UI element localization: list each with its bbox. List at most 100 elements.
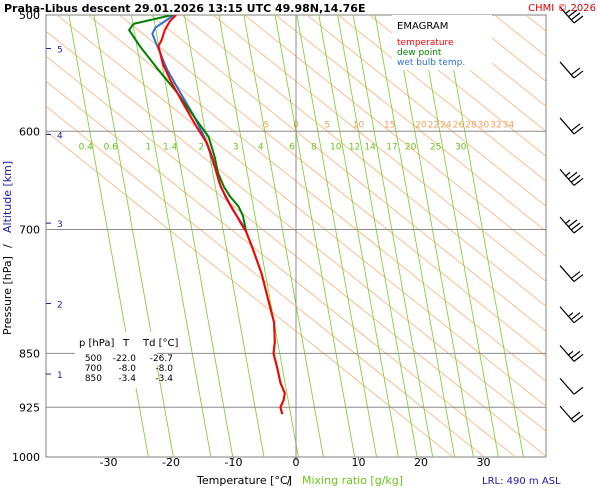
dry-adiabat-line (119, 15, 546, 357)
wind-barb (559, 405, 584, 423)
profile-lines (128, 15, 286, 415)
mixing-ratio-label: 12 (349, 142, 360, 152)
mixing-ratio-line (352, 15, 434, 457)
mixing-ratio-line (184, 15, 265, 457)
dry-adiabat-line (431, 15, 546, 107)
skew-temp-label: 34 (503, 120, 515, 130)
dry-adiabat-line (150, 15, 546, 332)
wind-barb (559, 117, 584, 135)
pressure-tick-label: 925 (19, 401, 40, 414)
dry-adiabat-line (244, 15, 546, 257)
credit-text: CHMI © 2026 (528, 3, 596, 14)
wind-barb (559, 6, 584, 24)
table-row-850-td: -3.4 (155, 374, 173, 384)
altitude-tick-label: 3 (57, 220, 63, 230)
dry-adiabat-line (46, 55, 546, 457)
y-axis-label-pressure: Pressure [hPa] (1, 256, 14, 335)
temperature-tick-label: -10 (225, 456, 243, 469)
mixing-ratio-label: 8 (311, 142, 317, 152)
altitude-tick-label: 1 (57, 371, 63, 381)
table-row-850-p: 850 (85, 374, 102, 384)
skew-temp-label: 24 (440, 120, 452, 130)
mixing-ratio-line (374, 15, 456, 457)
mixing-ratio-label: 0.4 (79, 142, 94, 152)
skew-temp-label: 26 (453, 120, 465, 130)
mixing-ratio-line (443, 15, 524, 457)
pressure-tick-label: 500 (19, 9, 40, 22)
legend: EMAGRAM temperature dew point wet bulb t… (392, 15, 492, 70)
skew-temp-label: -5 (260, 120, 269, 130)
mixing-ratio-line (152, 15, 234, 457)
table-header-t: T (122, 338, 130, 349)
skew-temp-label: 20 (415, 120, 427, 130)
pressure-tick-label: 700 (19, 224, 40, 237)
mixing-ratio-line (296, 15, 377, 457)
dry-adiabat-line (588, 15, 600, 457)
mixing-ratio-line (130, 15, 212, 457)
y-axis-label-separator: / (1, 244, 14, 248)
mixing-ratio-label: 17 (386, 142, 397, 152)
pressure-tick-label: 600 (19, 125, 40, 138)
mixing-ratio-label: 1 (145, 142, 151, 152)
wind-barbs (559, 6, 584, 423)
table-row-700-td: -8.0 (155, 364, 173, 374)
x-axis-label-mixing-ratio: Mixing ratio [g/kg] (302, 474, 403, 487)
mixing-ratio-label: 6 (289, 142, 295, 152)
dry-adiabat-line (337, 15, 546, 182)
table-header-td: Td [°C] (142, 338, 179, 349)
mixing-ratio-label: 10 (330, 142, 342, 152)
wind-barb (559, 344, 584, 362)
lrl-label: LRL: 490 m ASL (482, 476, 561, 487)
mixing-ratio-line (243, 15, 324, 457)
altitude-tick-label: 5 (57, 46, 63, 56)
dry-adiabat-line (46, 130, 454, 457)
mixing-ratio-label: 4 (258, 142, 264, 152)
dry-adiabat-line (87, 15, 546, 382)
temperature-tick-label: -30 (100, 456, 118, 469)
temperature-tick-label: -20 (162, 456, 180, 469)
temperature-line (157, 15, 286, 415)
mixing-ratio-line (218, 15, 299, 457)
legend-background (392, 15, 492, 70)
skew-temp-label: 22 (428, 120, 439, 130)
table-header-p: p [hPa] (79, 338, 114, 349)
temperature-tick-label: 10 (352, 456, 366, 469)
mixing-ratio-label: 30 (455, 142, 467, 152)
mixing-ratio-line (337, 15, 418, 457)
mixing-ratio-line (393, 15, 474, 457)
dry-adiabat-line (46, 105, 485, 457)
dry-adiabat-line (275, 15, 546, 232)
skew-temp-label: 5 (324, 120, 330, 130)
table-row-700-p: 700 (85, 364, 102, 374)
temperature-tick-label: 20 (414, 456, 428, 469)
table-row-850-t: -3.4 (118, 374, 136, 384)
mixing-ratio-label: 25 (430, 142, 441, 152)
skew-temp-label: 28 (465, 120, 477, 130)
temperature-tick-label: 30 (477, 456, 491, 469)
legend-title: EMAGRAM (397, 21, 448, 32)
wind-barb (559, 377, 584, 395)
mixing-ratio-line (93, 15, 174, 457)
skew-temp-label: 32 (490, 120, 501, 130)
wind-barb (559, 61, 584, 79)
mixing-ratio-label: 14 (364, 142, 376, 152)
mixing-ratio-label: 0.6 (104, 142, 119, 152)
wind-barb (559, 216, 584, 234)
mixing-ratio-line (418, 15, 499, 457)
altitude-tick-label: 2 (57, 300, 63, 310)
dry-adiabat-line (56, 15, 546, 407)
y-axis-label-altitude: Altitude [km] (1, 161, 14, 233)
x-axis-label-separator: / (287, 474, 291, 487)
dry-adiabat-lines: -50510152022242628303234 (46, 15, 600, 457)
dry-adiabat-line (181, 15, 546, 307)
y-axis-label-group: Pressure [hPa] / Altitude [km] (1, 161, 14, 335)
skew-temp-label: 10 (353, 120, 365, 130)
mixing-ratio-lines: 0.4 0.6 1 1.4 2 3 4 6 8 10 12 14 17 20 25 30 (68, 15, 524, 457)
chart-title: Praha-Libus descent 29.01.2026 13:15 UTC… (4, 2, 365, 15)
wind-barb (559, 306, 584, 324)
level-table: p [hPa] T Td [°C] 500 -22.0 -26.7 700 -8… (75, 332, 179, 388)
temperature-tick-label: 0 (293, 456, 300, 469)
table-row-500-t: -22.0 (113, 354, 137, 364)
